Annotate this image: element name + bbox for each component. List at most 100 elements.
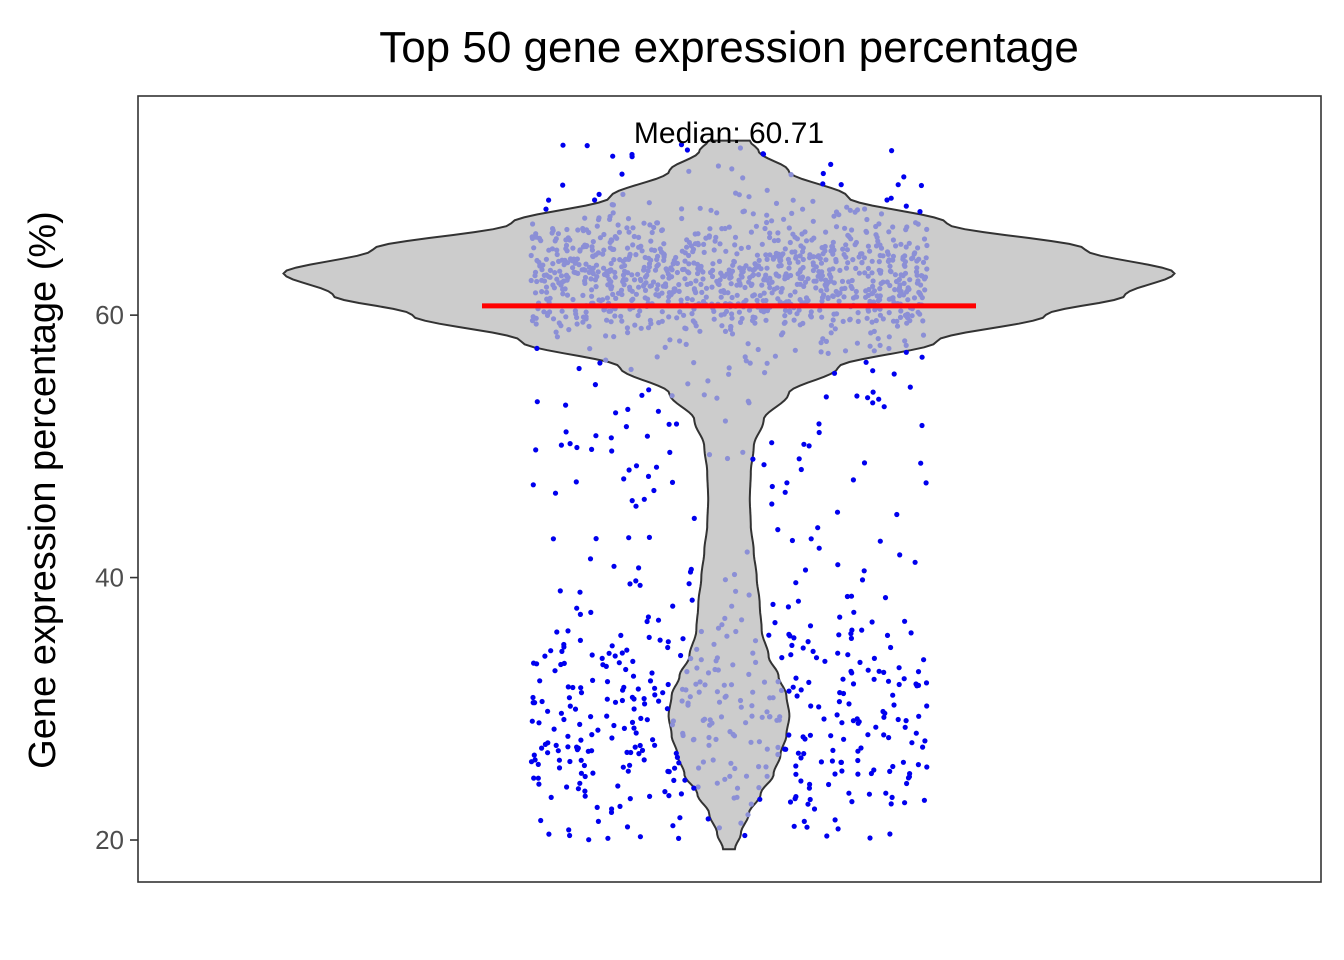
data-point	[738, 272, 744, 278]
data-point	[757, 293, 763, 299]
data-point	[838, 182, 844, 188]
data-point	[719, 323, 725, 329]
data-point	[673, 421, 680, 427]
data-point	[631, 233, 637, 240]
data-point	[618, 287, 625, 293]
data-point	[923, 480, 929, 486]
data-point	[859, 577, 866, 583]
data-point	[604, 713, 610, 719]
data-point	[811, 235, 817, 241]
data-point	[655, 262, 661, 268]
data-point	[894, 318, 900, 324]
data-point	[746, 592, 752, 598]
data-point	[747, 266, 753, 272]
data-point	[733, 588, 739, 594]
data-point	[886, 229, 892, 235]
data-point	[625, 406, 631, 412]
data-point	[672, 765, 678, 771]
data-point	[782, 746, 788, 752]
data-point	[775, 679, 781, 685]
data-point	[636, 751, 642, 757]
data-point	[830, 251, 836, 257]
data-point	[644, 717, 650, 723]
data-point	[674, 269, 681, 276]
data-point	[745, 812, 751, 818]
data-point	[661, 241, 667, 247]
data-point	[619, 318, 625, 324]
data-point	[837, 614, 843, 620]
data-point	[823, 229, 829, 235]
data-point	[685, 381, 691, 387]
data-point	[769, 483, 775, 490]
data-point	[850, 257, 856, 263]
data-point	[908, 630, 914, 636]
data-point	[691, 515, 697, 522]
data-point	[824, 833, 830, 839]
data-point	[556, 280, 562, 286]
data-point	[863, 359, 869, 365]
data-point	[565, 260, 571, 266]
data-point	[919, 422, 925, 429]
data-point	[595, 818, 602, 825]
data-point	[646, 261, 653, 267]
data-point	[836, 298, 842, 304]
data-point	[697, 679, 703, 685]
data-point	[670, 823, 676, 829]
data-point	[577, 721, 583, 728]
data-point	[764, 773, 770, 779]
data-point	[552, 668, 558, 674]
data-point	[531, 245, 537, 251]
data-point	[582, 242, 588, 248]
data-point	[637, 742, 643, 749]
data-point	[556, 757, 563, 763]
data-point	[536, 781, 542, 787]
data-point	[752, 638, 759, 644]
data-point	[533, 447, 539, 453]
data-point	[922, 738, 928, 744]
data-point	[679, 698, 685, 704]
data-point	[803, 238, 810, 244]
data-point	[633, 503, 639, 509]
data-point	[678, 142, 685, 148]
data-point	[882, 595, 889, 601]
data-point	[593, 284, 599, 290]
data-point	[652, 692, 658, 698]
data-point	[873, 243, 880, 249]
data-point	[586, 837, 592, 843]
data-point	[739, 617, 745, 623]
data-point	[867, 298, 873, 304]
data-point	[822, 658, 828, 664]
data-point	[659, 318, 665, 324]
data-point	[778, 687, 785, 694]
data-point	[859, 251, 865, 257]
data-point	[729, 315, 735, 321]
data-point	[764, 746, 770, 752]
data-point	[573, 479, 579, 485]
data-point	[721, 682, 727, 688]
data-point	[723, 308, 730, 315]
data-point	[601, 247, 607, 253]
data-point	[544, 289, 550, 295]
data-point	[654, 286, 660, 292]
data-point	[700, 269, 706, 275]
data-point	[702, 682, 708, 688]
data-point	[627, 284, 633, 290]
data-point	[867, 248, 873, 254]
data-point	[898, 291, 904, 297]
data-point	[641, 757, 647, 763]
data-point	[528, 252, 534, 259]
data-point	[915, 669, 922, 675]
data-point	[796, 456, 802, 462]
data-point	[905, 297, 911, 303]
data-point	[750, 456, 756, 462]
data-point	[869, 319, 875, 325]
data-point	[707, 717, 713, 723]
data-point	[828, 330, 834, 336]
data-point	[800, 245, 806, 251]
data-point	[686, 168, 692, 174]
data-point	[686, 261, 692, 267]
data-point	[823, 338, 830, 344]
data-point	[639, 248, 645, 254]
data-point	[588, 714, 594, 720]
data-point	[804, 824, 810, 830]
